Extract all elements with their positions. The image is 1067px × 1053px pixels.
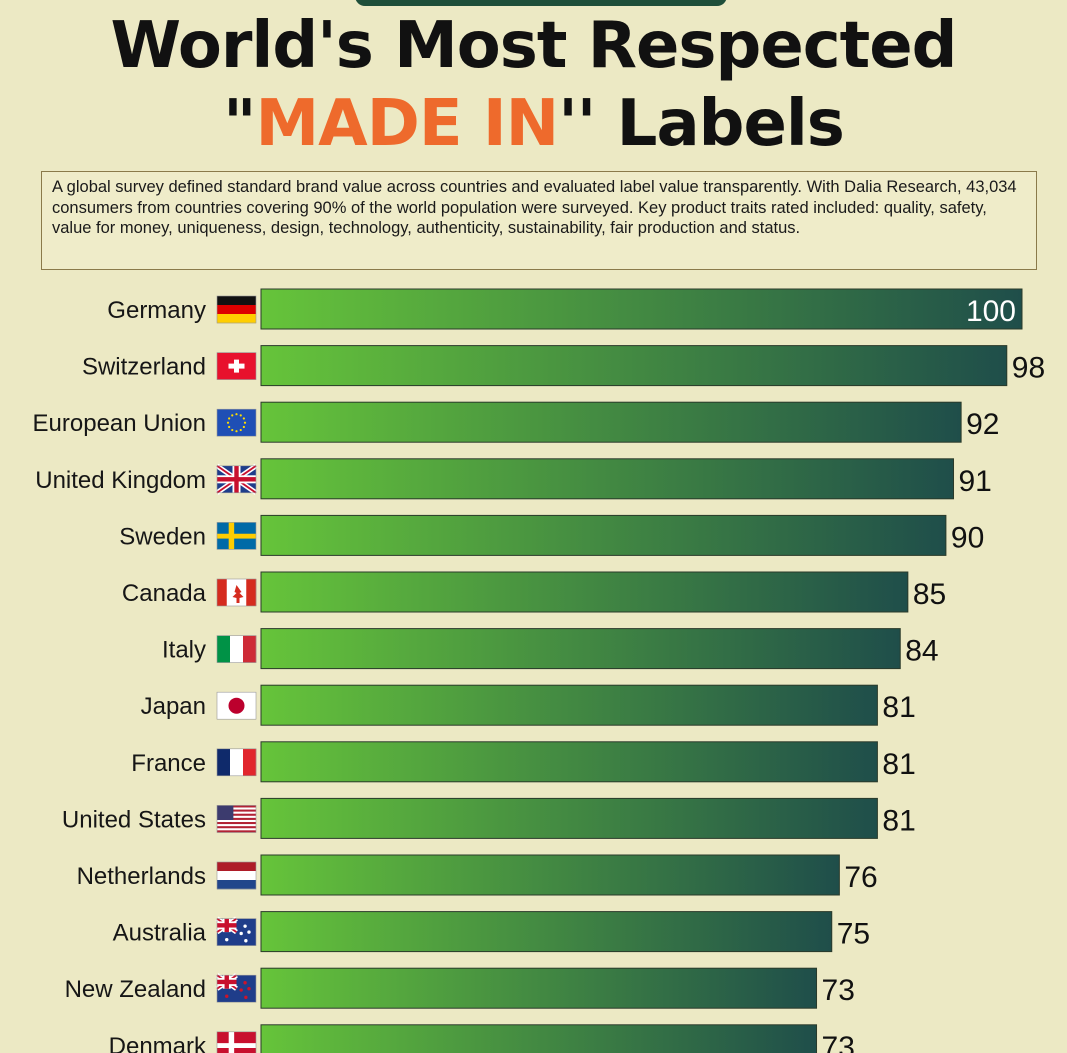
bar bbox=[260, 288, 1023, 330]
value-label: 76 bbox=[844, 861, 877, 894]
bar bbox=[260, 911, 833, 953]
netherlands-flag-icon bbox=[216, 861, 257, 890]
bar-row: Switzerland 98 bbox=[82, 345, 1045, 387]
value-label: 81 bbox=[882, 748, 915, 781]
category-label: European Union bbox=[33, 410, 206, 437]
bar-row: New Zealand 73 bbox=[65, 967, 855, 1009]
category-label: Sweden bbox=[119, 523, 206, 550]
bar-row: Japan 81 bbox=[141, 684, 916, 726]
bar bbox=[260, 967, 818, 1009]
germany-flag-icon bbox=[216, 295, 257, 324]
page-title-line-1: World's Most Respected bbox=[110, 9, 958, 83]
value-label: 91 bbox=[959, 465, 992, 498]
united-kingdom-flag-icon bbox=[215, 463, 258, 495]
value-label: 90 bbox=[951, 521, 984, 554]
value-label: 81 bbox=[882, 691, 915, 724]
denmark-flag-icon bbox=[216, 1031, 257, 1053]
bar-row: Germany 100 bbox=[107, 288, 1023, 330]
category-label: Germany bbox=[107, 297, 206, 324]
title-accent-made-in: MADE IN bbox=[255, 87, 559, 161]
category-label: New Zealand bbox=[65, 976, 206, 1003]
value-label: 98 bbox=[1012, 352, 1045, 385]
bar bbox=[260, 741, 878, 783]
top-banner-tab bbox=[355, 0, 727, 6]
value-label: 85 bbox=[913, 578, 946, 611]
page-title-line-2: "MADE IN'' Labels bbox=[0, 84, 1067, 164]
category-label: United States bbox=[62, 806, 206, 833]
bar bbox=[260, 797, 878, 839]
australia-flag-icon bbox=[215, 916, 257, 946]
value-label: 81 bbox=[882, 804, 915, 837]
canada-flag-icon bbox=[216, 578, 257, 607]
bar bbox=[260, 684, 878, 726]
bar-row: Italy 84 bbox=[162, 628, 939, 670]
category-label: Canada bbox=[122, 580, 207, 607]
category-label: Switzerland bbox=[82, 354, 206, 381]
category-label: Australia bbox=[113, 920, 207, 947]
value-label: 75 bbox=[837, 918, 870, 951]
bar bbox=[260, 571, 909, 613]
value-label: 73 bbox=[822, 1031, 855, 1053]
bar bbox=[260, 458, 955, 500]
japan-flag-icon bbox=[216, 691, 257, 720]
value-label: 84 bbox=[905, 635, 938, 668]
bar-row: European Union 92 bbox=[33, 401, 999, 443]
sweden-flag-icon bbox=[216, 522, 257, 550]
bar-row: Denmark 73 bbox=[109, 1024, 855, 1053]
bar bbox=[260, 854, 840, 896]
bar bbox=[260, 401, 962, 443]
category-label: Netherlands bbox=[77, 863, 206, 890]
category-label: Japan bbox=[141, 693, 206, 720]
bar-row: Canada 85 bbox=[122, 571, 946, 613]
bar-row: Netherlands 76 bbox=[77, 854, 878, 896]
category-label: Denmark bbox=[109, 1033, 207, 1053]
bar bbox=[260, 628, 901, 670]
title-quote-open: " bbox=[223, 87, 256, 161]
value-label: 73 bbox=[822, 974, 855, 1007]
bar-chart: Germany 100 Switzerland 98 European Union 92 U… bbox=[33, 288, 1045, 1053]
bar bbox=[260, 1024, 818, 1053]
value-label: 100 bbox=[966, 295, 1016, 328]
category-label: France bbox=[131, 750, 206, 777]
italy-flag-icon bbox=[216, 635, 257, 663]
france-flag-icon bbox=[216, 748, 257, 777]
european-union-flag-icon bbox=[216, 408, 257, 437]
new-zealand-flag-icon bbox=[215, 973, 257, 1003]
bar-row: France 81 bbox=[131, 741, 916, 783]
value-label: 92 bbox=[966, 408, 999, 441]
switzerland-flag-icon bbox=[216, 352, 257, 380]
bar-row: Australia 75 bbox=[113, 911, 870, 953]
bar bbox=[260, 345, 1008, 387]
category-label: Italy bbox=[162, 637, 206, 664]
title-labels-word: '' Labels bbox=[558, 87, 845, 161]
category-label: United Kingdom bbox=[35, 467, 206, 494]
bar-row: Sweden 90 bbox=[119, 514, 984, 556]
survey-description: A global survey defined standard brand v… bbox=[41, 171, 1037, 270]
united-states-flag-icon bbox=[216, 805, 257, 833]
bar-row: United Kingdom 91 bbox=[35, 458, 992, 500]
bar bbox=[260, 514, 947, 556]
bar-row: United States 81 bbox=[62, 797, 916, 839]
